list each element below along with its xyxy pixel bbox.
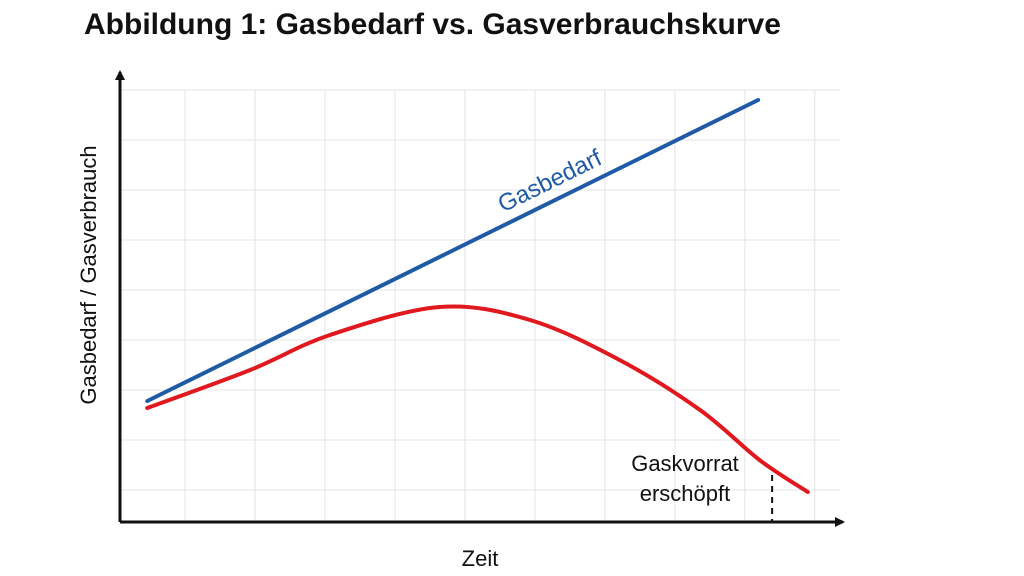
x-axis-label: Zeit <box>462 546 499 571</box>
line <box>145 98 761 403</box>
annotation-text: erschöpft <box>640 481 731 506</box>
line <box>145 304 810 494</box>
annotation-text: Gaskvorrat <box>631 451 739 476</box>
y-axis-label: Gasbedarf / Gasverbrauch <box>76 145 101 404</box>
chart-title: Abbildung 1: Gasbedarf vs. Gasverbrauchs… <box>84 8 781 41</box>
